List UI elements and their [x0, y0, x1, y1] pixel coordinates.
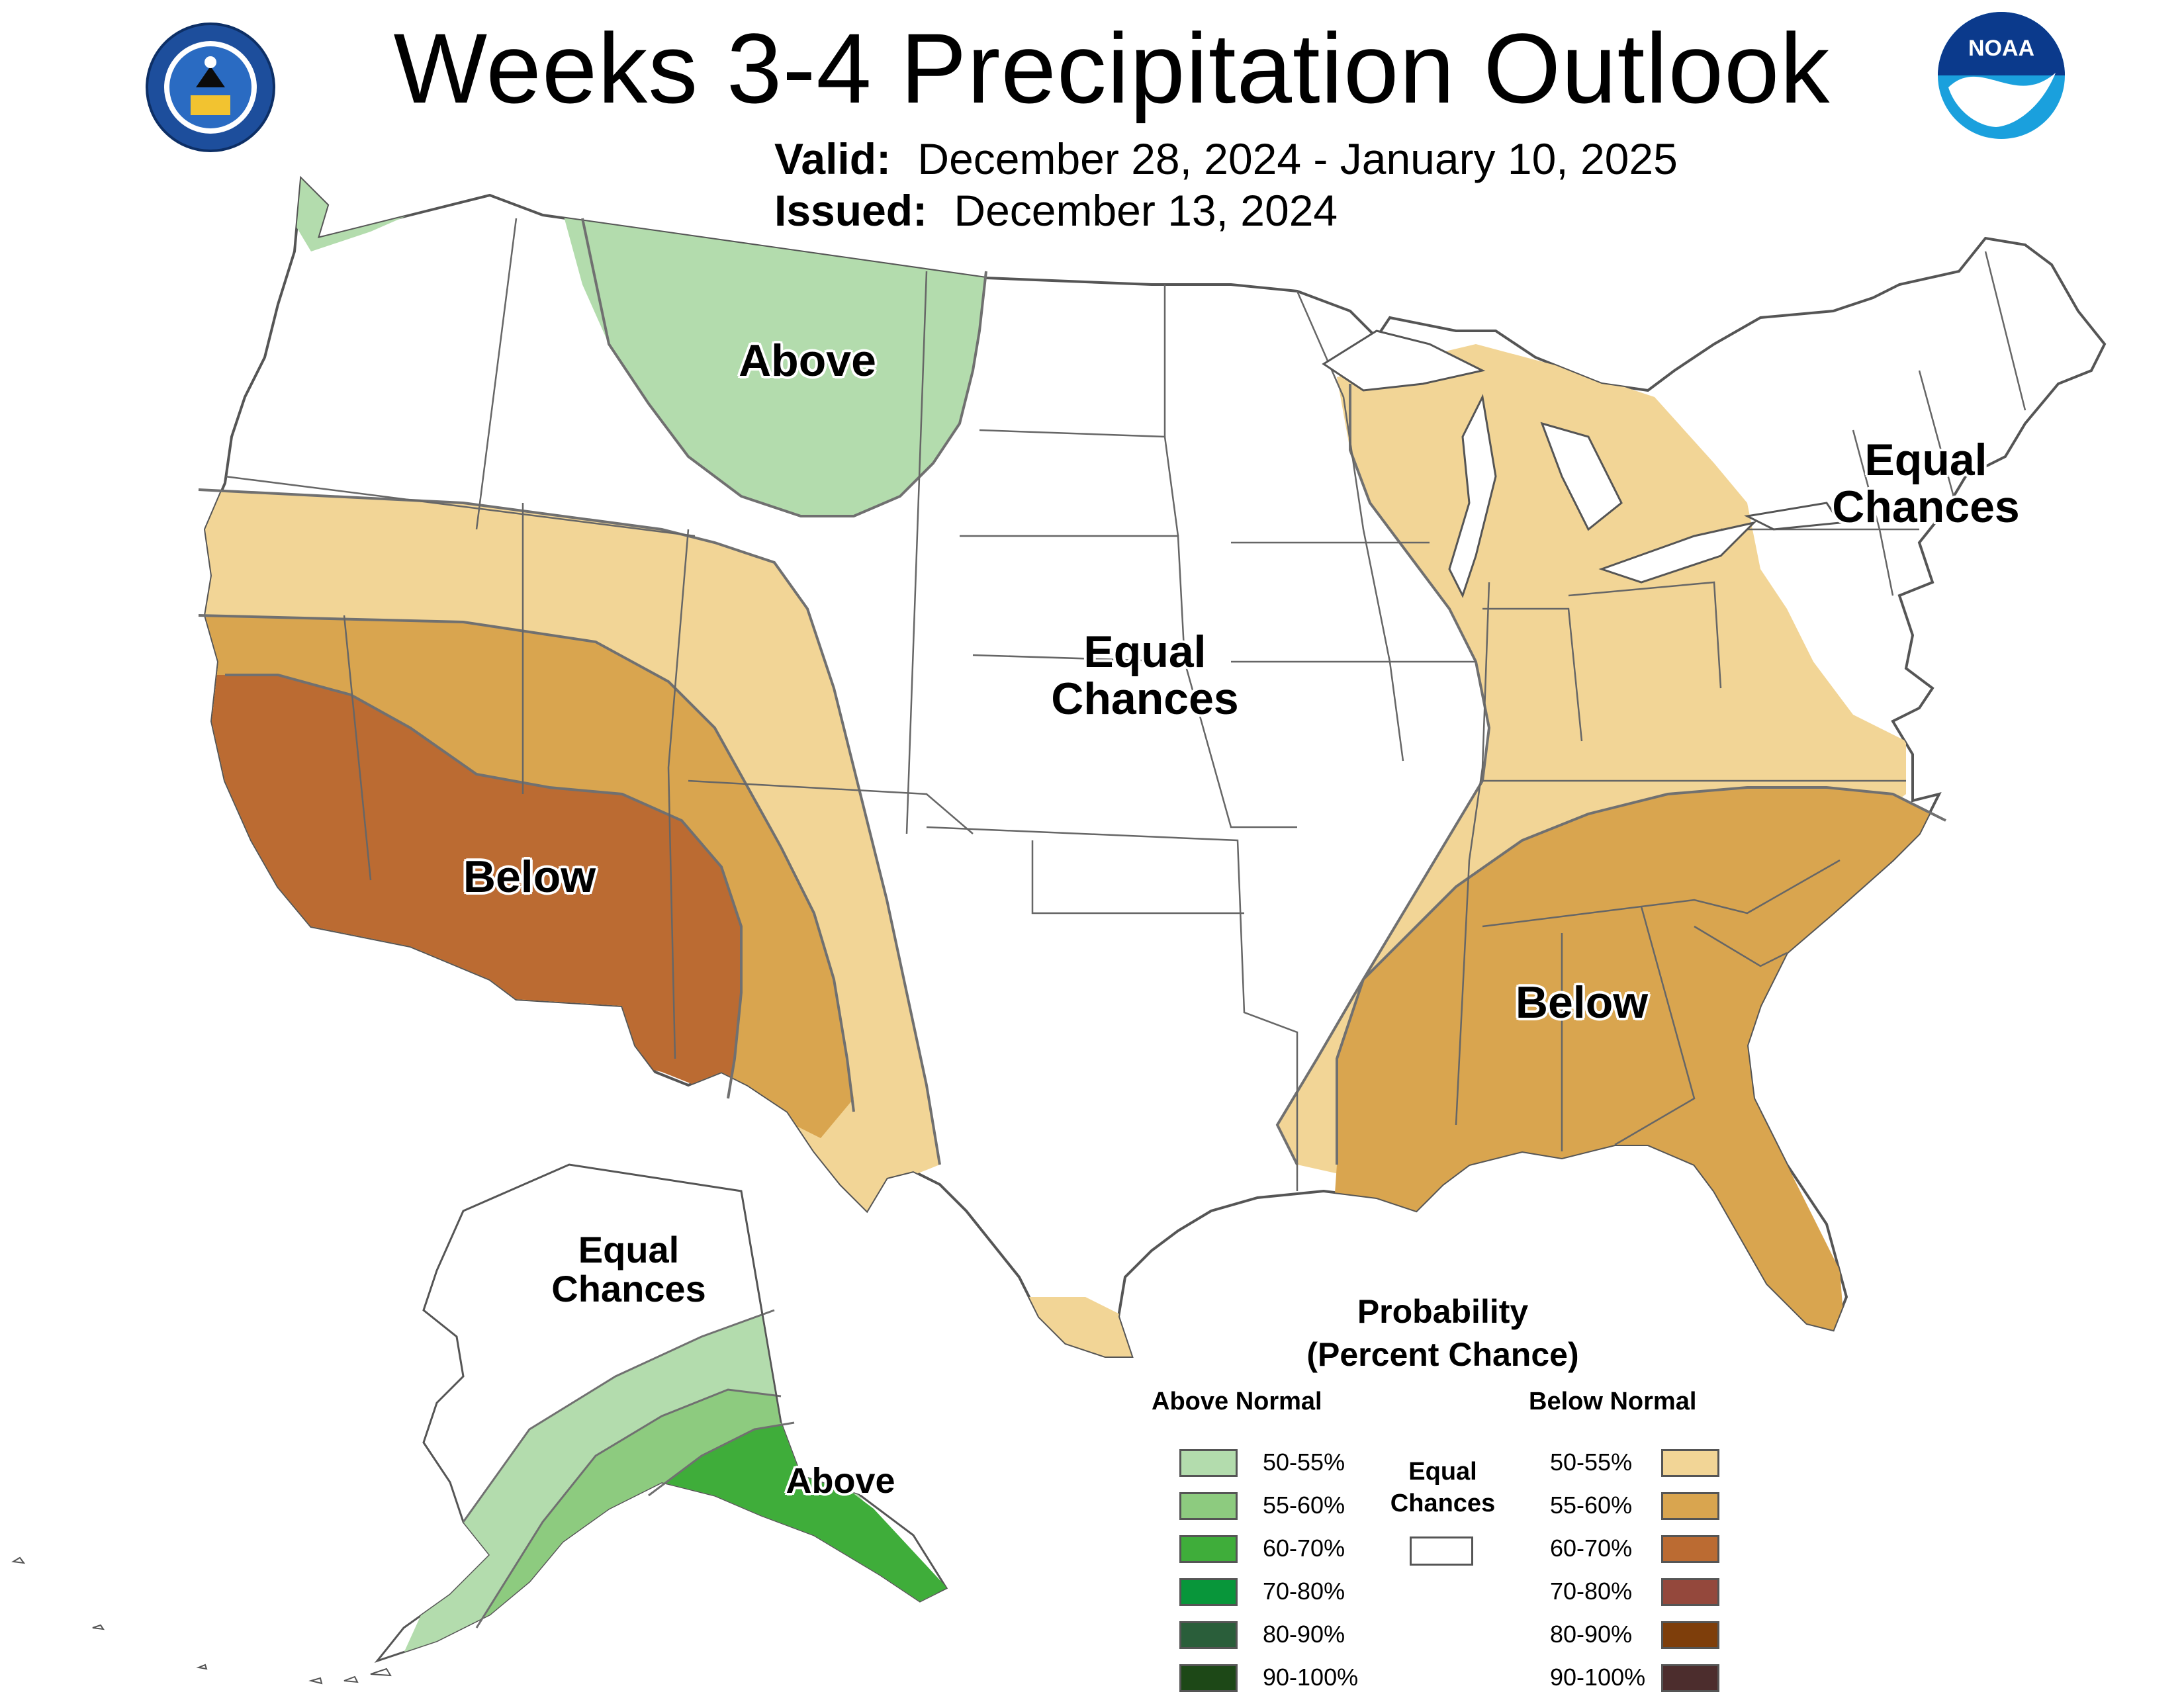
noaa-logo-text: NOAA [1968, 36, 2034, 61]
issued-value: December 13, 2024 [954, 186, 1338, 235]
west-below-60-70-area [205, 675, 741, 1098]
legend-below-label: 80-90% [1550, 1621, 1633, 1648]
state-boundaries [224, 218, 2026, 1191]
legend-below-swatch [1661, 1449, 1719, 1477]
label-central-equal-chances: Equal Chances [1051, 627, 1239, 725]
great-lakes [1322, 330, 1842, 598]
legend-below-swatch [1661, 1535, 1719, 1563]
legend-above-label: 80-90% [1263, 1621, 1345, 1648]
legend-below-swatch [1661, 1664, 1719, 1692]
legend-above-swatch [1179, 1578, 1238, 1606]
label-alaska-above: Above [786, 1461, 895, 1501]
commerce-seal-logo [146, 22, 275, 152]
legend-above-label: 55-60% [1263, 1492, 1345, 1519]
legend-below-swatch [1661, 1578, 1719, 1606]
legend-title-line1: Probability [1357, 1293, 1529, 1330]
label-southwest-below: Below [463, 852, 596, 902]
valid-line: Valid: December 28, 2024 - January 10, 2… [774, 132, 1678, 185]
valid-label: Valid: [774, 134, 891, 183]
legend-above-label: 50-55% [1263, 1448, 1345, 1476]
legend-below-label: 50-55% [1550, 1448, 1633, 1476]
legend-equal-chances-label: Equal Chances [1390, 1458, 1496, 1517]
issued-line: Issued: December 13, 2024 [774, 184, 1338, 237]
legend-below-label: 55-60% [1550, 1492, 1633, 1519]
label-alaska-equal-chances: Equal Chances [551, 1229, 706, 1310]
label-southeast-below: Below [1515, 977, 1649, 1028]
legend-above-label: 70-80% [1263, 1578, 1345, 1605]
legend-below-swatch [1661, 1492, 1719, 1520]
page-title: Weeks 3-4 Precipitation Outlook [393, 13, 1831, 124]
issued-label: Issued: [774, 186, 928, 235]
alaska-above-60-70-area [649, 1423, 946, 1621]
legend-above-label: 60-70% [1263, 1535, 1345, 1562]
alaska-map [11, 1163, 948, 1685]
legend-above-swatch [1179, 1449, 1238, 1477]
noaa-logo: NOAA [1938, 12, 2065, 139]
label-northern-plains-above: Above [739, 335, 876, 386]
valid-value: December 28, 2024 - January 10, 2025 [917, 134, 1678, 183]
legend-above-swatch [1179, 1535, 1238, 1563]
legend-below-label: 90-100% [1550, 1664, 1646, 1691]
legend-equal-chances-swatch [1410, 1536, 1473, 1566]
legend-below-swatch [1661, 1621, 1719, 1649]
legend-below-header: Below Normal [1529, 1388, 1697, 1415]
legend-above-header: Above Normal [1152, 1388, 1322, 1415]
label-northeast-equal-chances: Equal Chances [1832, 435, 2020, 533]
legend-above-swatch [1179, 1664, 1238, 1692]
legend-below-label: 60-70% [1550, 1535, 1633, 1562]
probability-contours [198, 218, 1946, 1165]
legend-above-label: 90-100% [1263, 1664, 1359, 1691]
legend-above-swatch [1179, 1492, 1238, 1520]
legend-above-swatch [1179, 1621, 1238, 1649]
north-above-50-55-area [563, 212, 986, 516]
legend-below-label: 70-80% [1550, 1578, 1633, 1605]
legend-title-line2: (Percent Chance) [1306, 1336, 1579, 1373]
